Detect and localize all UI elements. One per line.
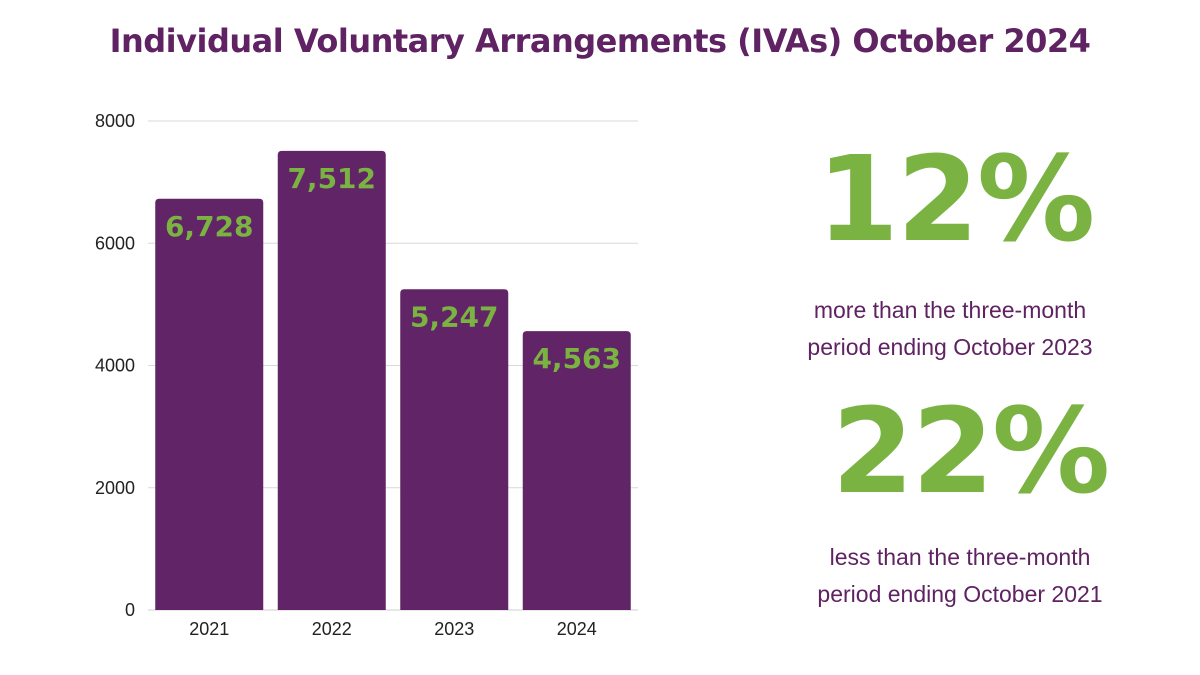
stat-decrease-value: 22% bbox=[831, 382, 1110, 520]
stat-decrease-description: less than the three-month period ending … bbox=[750, 539, 1170, 613]
stat-increase-line1: more than the three-month bbox=[813, 297, 1087, 323]
bar-value-label: 7,512 bbox=[287, 162, 376, 195]
chart-bars bbox=[155, 150, 631, 611]
bar-value-label: 6,728 bbox=[165, 210, 254, 243]
bar-value-labels: 6,728 7,512 5,247 4,563 bbox=[165, 162, 621, 375]
bar-2021 bbox=[155, 198, 264, 610]
y-tick-label: 8000 bbox=[95, 111, 135, 131]
bar-2023 bbox=[400, 289, 509, 610]
y-axis-ticks: 0 2000 4000 6000 8000 bbox=[95, 111, 135, 620]
y-tick-label: 6000 bbox=[95, 233, 135, 253]
x-tick-label: 2021 bbox=[189, 619, 229, 639]
bar-value-label: 5,247 bbox=[410, 300, 499, 333]
y-tick-label: 4000 bbox=[95, 356, 135, 376]
stat-increase-description: more than the three-month period ending … bbox=[740, 292, 1160, 366]
page-title: Individual Voluntary Arrangements (IVAs)… bbox=[109, 22, 1091, 60]
stat-decrease-line1: less than the three-month bbox=[829, 544, 1091, 570]
y-tick-label: 0 bbox=[125, 600, 135, 620]
stat-increase-line2: period ending October 2023 bbox=[807, 334, 1093, 360]
x-axis-ticks: 2021 2022 2023 2024 bbox=[189, 619, 597, 639]
bar-chart: 0 2000 4000 6000 8000 6,728 7,512 5,247 4,563 2… bbox=[95, 111, 638, 639]
bar-2024 bbox=[522, 331, 631, 610]
bar-value-label: 4,563 bbox=[532, 342, 621, 375]
x-tick-label: 2022 bbox=[312, 619, 352, 639]
x-tick-label: 2023 bbox=[434, 619, 474, 639]
bar-2022 bbox=[277, 150, 386, 611]
stat-decrease-line2: period ending October 2021 bbox=[817, 581, 1103, 607]
y-tick-label: 2000 bbox=[95, 478, 135, 498]
stat-increase-value: 12% bbox=[816, 130, 1095, 268]
x-tick-label: 2024 bbox=[557, 619, 597, 639]
